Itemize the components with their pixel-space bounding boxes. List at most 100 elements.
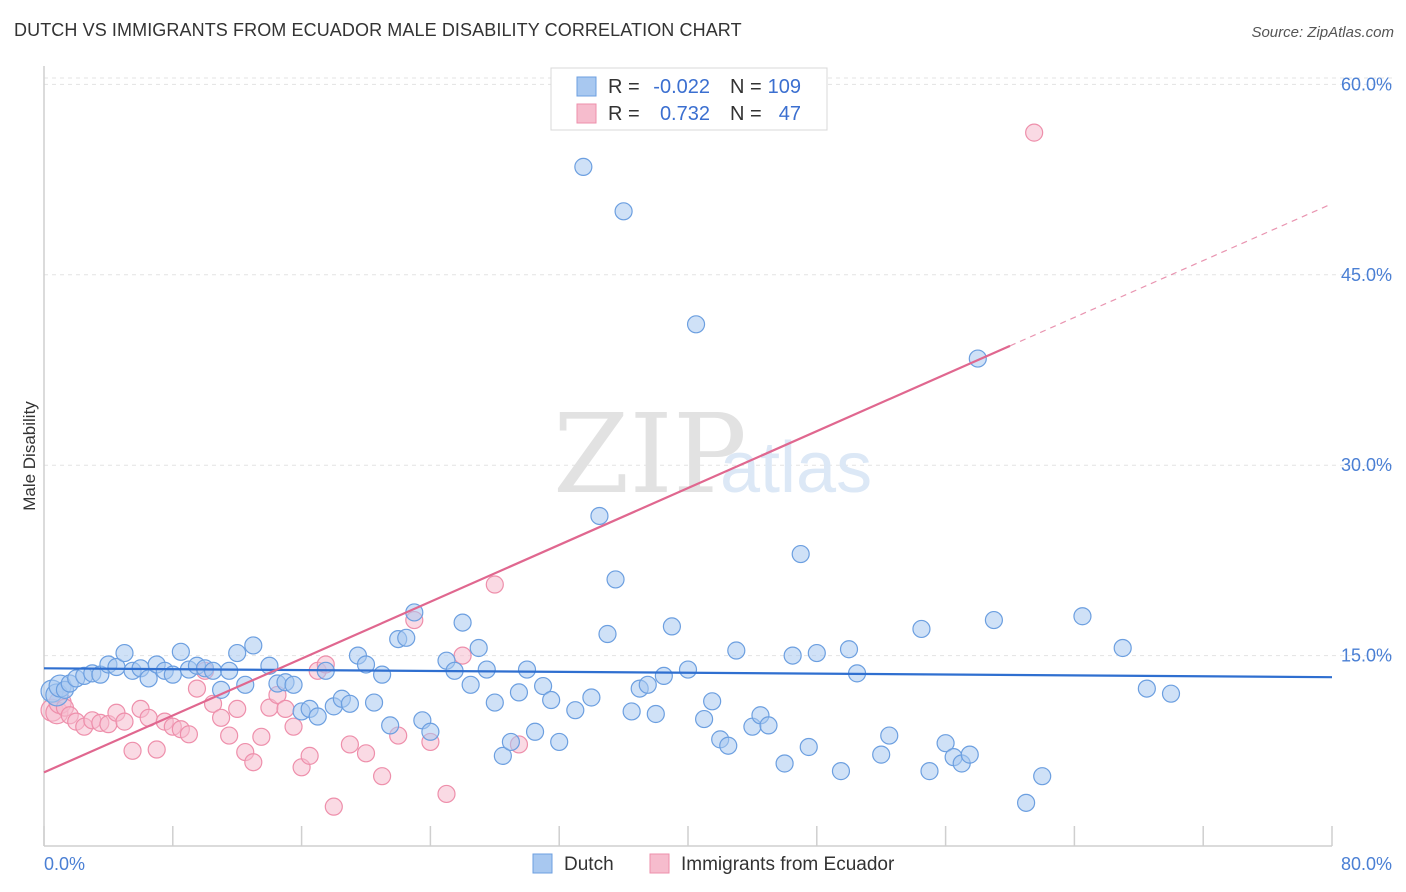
chart-source: Source: ZipAtlas.com (1251, 24, 1394, 41)
dutch-point-104 (984, 610, 1004, 630)
y-tick-label-1: 30.0% (1341, 455, 1392, 475)
ecuador-point-15 (147, 740, 166, 759)
y-tick-labels: 15.0% 30.0% 45.0% 60.0% (1341, 74, 1392, 665)
dutch-point-78 (686, 315, 706, 334)
dutch-point-70 (614, 202, 633, 221)
chart-title: DUTCH VS IMMIGRANTS FROM ECUADOR MALE DI… (14, 20, 742, 40)
dutch-point-86 (759, 716, 778, 735)
dutch-point-38 (340, 694, 359, 713)
dutch-point-108 (1113, 638, 1132, 658)
dutch-point-66 (582, 688, 601, 707)
dutch-point-24 (220, 661, 239, 680)
legend-r-value-dutch: -0.022 (653, 76, 710, 98)
dutch-point-97 (912, 619, 931, 639)
ecuador-point-39 (356, 744, 376, 763)
dutch-point-55 (485, 693, 504, 712)
ecuador-point-31 (276, 699, 295, 719)
ecuador-point-34 (300, 746, 319, 765)
dutch-point-58 (509, 683, 529, 702)
dutch-point-71 (622, 702, 641, 721)
dutch-point-27 (244, 636, 263, 655)
dutch-point-110 (1161, 684, 1181, 703)
dutch-point-53 (469, 638, 488, 658)
ecuador-point-38 (340, 735, 359, 754)
dutch-point-17 (163, 665, 182, 684)
ecuador-point-19 (179, 725, 198, 744)
grid-lines (44, 77, 1392, 657)
legend-box (550, 67, 828, 131)
dutch-point-56 (493, 746, 512, 765)
dutch-point-80 (703, 692, 722, 711)
ecuador-point-12 (123, 741, 142, 760)
bottom-legend-dutch: Dutch (564, 854, 614, 875)
dutch-point-67 (590, 506, 609, 526)
ecuador-point-11 (115, 712, 134, 731)
dutch-point-63 (550, 732, 569, 752)
ecuador-points (40, 123, 1044, 816)
x-axis-ticks (43, 826, 1333, 846)
dutch-point-42 (373, 665, 392, 684)
ecuador-point-44 (437, 784, 456, 804)
dutch-point-52 (461, 675, 480, 694)
dutch-point-93 (839, 640, 859, 659)
x-tick-label-max: 80.0% (1341, 854, 1392, 874)
dutch-point-79 (694, 709, 714, 729)
bottom-legend: Dutch Immigrants from Ecuador (532, 853, 895, 875)
ecuador-point-45 (453, 646, 472, 665)
dutch-point-48 (421, 722, 440, 741)
dutch-point-57 (501, 732, 520, 752)
legend-n-label-dutch: N = (730, 76, 762, 98)
dutch-point-22 (203, 661, 223, 680)
watermark-zip: ZIP (553, 390, 747, 518)
dutch-point-43 (381, 716, 400, 735)
legend-n-value-dutch: 109 (768, 76, 801, 98)
ecuador-point-37 (324, 797, 343, 816)
dutch-point-99 (936, 734, 955, 753)
dutch-point-68 (598, 624, 617, 644)
dutch-point-92 (831, 762, 851, 781)
ecuador-trend-line (43, 344, 1011, 774)
ecuador-point-25 (228, 699, 247, 719)
dutch-point-91 (807, 643, 826, 663)
dutch-point-75 (654, 666, 673, 686)
ecuador-point-48 (1025, 123, 1044, 142)
dutch-point-77 (678, 660, 698, 679)
dutch-point-105 (1016, 793, 1036, 812)
dutch-point-11 (115, 643, 134, 663)
bottom-legend-swatch-dutch (532, 853, 553, 874)
dutch-point-74 (646, 704, 665, 724)
dutch-point-88 (783, 646, 802, 665)
trend-lines (43, 203, 1333, 774)
bottom-legend-ecuador: Immigrants from Ecuador (681, 854, 895, 875)
dutch-point-98 (920, 762, 939, 781)
y-tick-label-3: 60.0% (1341, 74, 1392, 94)
legend-swatch-dutch (576, 76, 597, 97)
dutch-point-45 (397, 628, 416, 647)
dutch-point-41 (364, 693, 384, 712)
dutch-point-40 (356, 655, 376, 674)
ecuador-point-23 (212, 708, 231, 727)
y-tick-label-2: 45.0% (1341, 265, 1392, 285)
dutch-point-65 (574, 157, 593, 176)
legend-r-value-ecuador: 0.732 (660, 103, 710, 125)
ecuador-point-27 (244, 753, 263, 772)
dutch-point-34 (308, 707, 327, 726)
dutch-point-102 (960, 745, 979, 764)
dutch-trend-line (43, 667, 1333, 679)
dutch-point-107 (1073, 607, 1092, 626)
dutch-point-62 (542, 690, 561, 710)
legend-r-label-dutch: R = (608, 76, 640, 98)
dutch-point-109 (1137, 679, 1156, 698)
dutch-point-89 (791, 544, 810, 564)
legend-r-label-ecuador: R = (608, 103, 640, 125)
correlation-legend: R = -0.022 N = 109 R = 0.732 N = 47 (550, 67, 828, 131)
dutch-point-51 (453, 613, 472, 632)
dutch-point-95 (872, 745, 891, 764)
dutch-point-90 (799, 737, 818, 757)
x-tick-label-min: 0.0% (44, 854, 85, 874)
ecuador-point-20 (187, 679, 207, 698)
legend-n-value-ecuador: 47 (779, 103, 801, 125)
dutch-point-82 (719, 736, 738, 755)
ecuador-point-40 (373, 767, 392, 786)
legend-swatch-ecuador (576, 103, 597, 124)
